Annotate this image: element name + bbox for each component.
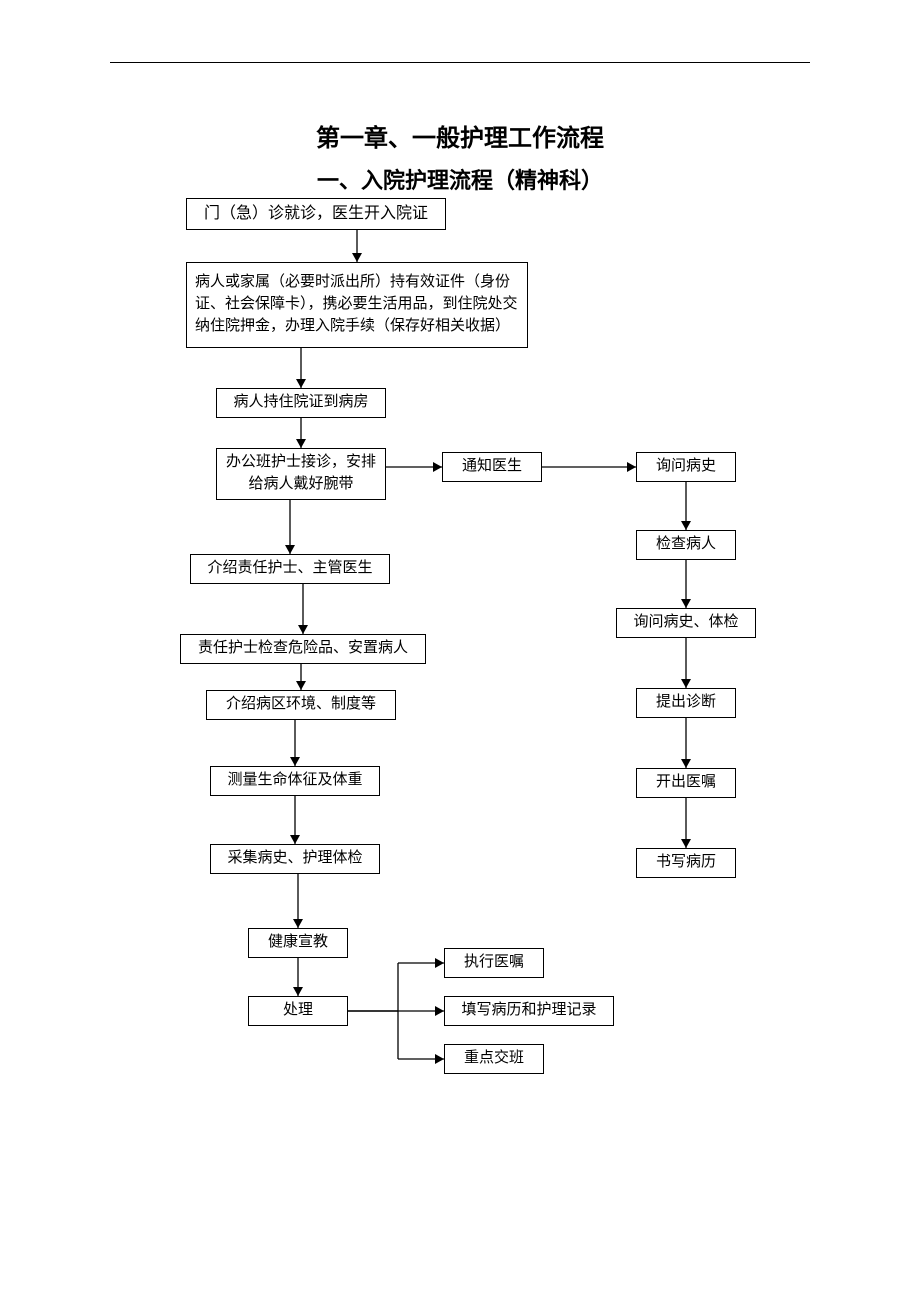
flow-node-n2: 病人或家属（必要时派出所）持有效证件（身份证、社会保障卡），携必要生活用品，到住… [186, 262, 528, 348]
flow-node-n13: 责任护士检查危险品、安置病人 [180, 634, 426, 664]
flow-node-n17: 健康宣教 [248, 928, 348, 958]
chapter-title: 第一章、一般护理工作流程 [0, 118, 920, 153]
flow-node-n9: 提出诊断 [636, 688, 736, 718]
flow-node-n21: 重点交班 [444, 1044, 544, 1074]
flow-node-n15: 测量生命体征及体重 [210, 766, 380, 796]
flow-node-n18: 处理 [248, 996, 348, 1026]
flow-node-n20: 填写病历和护理记录 [444, 996, 614, 1026]
flow-node-n5: 通知医生 [442, 452, 542, 482]
flow-node-n12: 介绍责任护士、主管医生 [190, 554, 390, 584]
flowchart-edges [0, 0, 920, 1302]
flow-node-n3: 病人持住院证到病房 [216, 388, 386, 418]
page: 第一章、一般护理工作流程 一、入院护理流程（精神科） 门（急）诊就诊，医生开入院… [0, 0, 920, 1302]
section-title: 一、入院护理流程（精神科） [0, 163, 920, 195]
page-top-rule [110, 62, 810, 63]
flow-node-n7: 检查病人 [636, 530, 736, 560]
flow-node-n1: 门（急）诊就诊，医生开入院证 [186, 198, 446, 230]
flow-node-n11: 书写病历 [636, 848, 736, 878]
flow-node-n16: 采集病史、护理体检 [210, 844, 380, 874]
flow-node-n6: 询问病史 [636, 452, 736, 482]
flow-node-n14: 介绍病区环境、制度等 [206, 690, 396, 720]
flow-node-n10: 开出医嘱 [636, 768, 736, 798]
flow-node-n8: 询问病史、体检 [616, 608, 756, 638]
flow-node-n19: 执行医嘱 [444, 948, 544, 978]
flow-node-n4: 办公班护士接诊，安排给病人戴好腕带 [216, 448, 386, 500]
